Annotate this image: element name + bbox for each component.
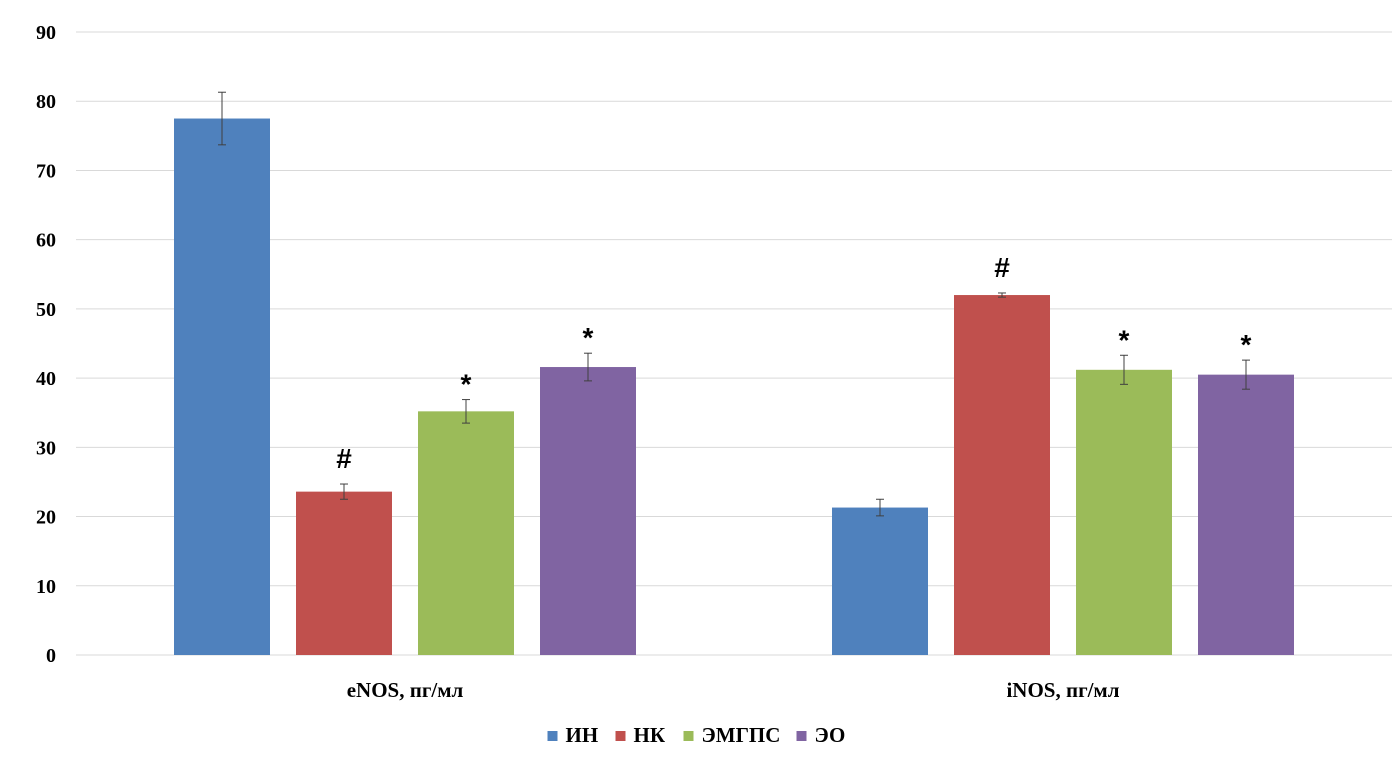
- x-category-label: iNOS, пг/мл: [1006, 678, 1119, 702]
- y-tick-label: 90: [36, 22, 56, 44]
- significance-marker: #: [336, 443, 352, 474]
- significance-marker: *: [1241, 329, 1252, 360]
- bar-enos-series-0: [174, 118, 270, 656]
- bar-enos-series-3: [540, 367, 636, 655]
- legend-swatch: [796, 731, 807, 741]
- bar-enos-series-1: [296, 491, 392, 655]
- bar-inos-series-2: [1076, 369, 1172, 655]
- significance-markers: # * * # * *: [336, 252, 1251, 474]
- y-tick-label: 30: [36, 437, 56, 459]
- y-tick-label: 50: [36, 299, 56, 321]
- significance-marker: *: [461, 369, 472, 400]
- error-bar: [876, 498, 884, 517]
- y-tick-label: 0: [46, 645, 56, 667]
- significance-marker: *: [583, 322, 594, 353]
- significance-marker: #: [994, 252, 1010, 283]
- x-category-label: eNOS, пг/мл: [347, 678, 464, 702]
- legend-item: ИН: [547, 723, 599, 747]
- legend-label: НК: [634, 723, 666, 747]
- legend-label: ЭМГПС: [702, 723, 781, 747]
- y-tick-label: 80: [36, 91, 56, 113]
- y-tick-label: 60: [36, 230, 56, 252]
- y-tick-label: 70: [36, 160, 56, 182]
- bar-enos-series-2: [418, 411, 514, 655]
- bars: [174, 118, 1294, 656]
- legend-item: ЭО: [796, 723, 846, 747]
- legend-swatch: [615, 731, 626, 741]
- x-axis-category-labels: eNOS, пг/мл iNOS, пг/мл: [347, 678, 1120, 702]
- bar-inos-series-3: [1198, 374, 1294, 655]
- legend-item: НК: [615, 723, 666, 747]
- legend-swatch: [683, 731, 694, 741]
- legend: ИН НК ЭМГПС ЭО: [547, 723, 846, 747]
- legend-label: ИН: [566, 723, 599, 747]
- error-bar: [462, 399, 470, 424]
- grid: [76, 31, 1392, 656]
- legend-swatch: [547, 731, 558, 741]
- y-tick-label: 10: [36, 576, 56, 598]
- error-bar: [1242, 359, 1250, 390]
- y-axis-ticks: 0 10 20 30 40 50 60 70 80 90: [36, 22, 56, 667]
- error-bar: [584, 352, 592, 382]
- y-tick-label: 20: [36, 507, 56, 529]
- bar-inos-series-1: [954, 295, 1050, 655]
- y-tick-label: 40: [36, 368, 56, 390]
- bar-inos-series-0: [832, 507, 928, 655]
- significance-marker: *: [1119, 324, 1130, 355]
- error-bars: [218, 91, 1250, 517]
- error-bar: [998, 292, 1006, 298]
- legend-item: ЭМГПС: [683, 723, 781, 747]
- error-bar: [340, 483, 348, 500]
- error-bar: [218, 91, 226, 146]
- error-bar: [1120, 354, 1128, 385]
- legend-label: ЭО: [815, 723, 846, 747]
